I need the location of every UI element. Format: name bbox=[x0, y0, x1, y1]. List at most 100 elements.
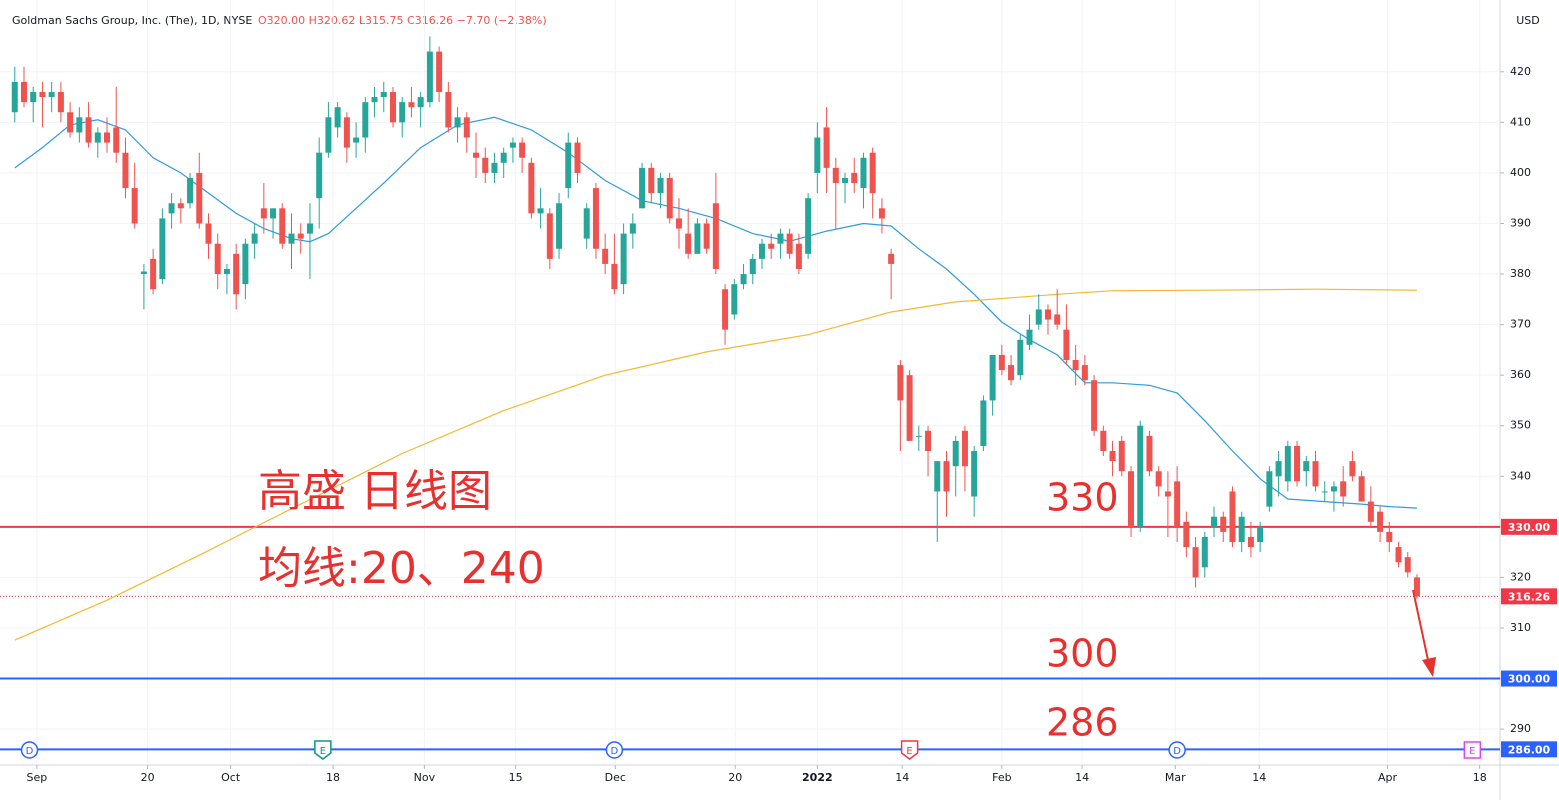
candle-body bbox=[860, 157, 867, 189]
price-tag bbox=[1501, 670, 1557, 687]
candle-body bbox=[777, 233, 784, 244]
price-tag bbox=[1501, 741, 1557, 758]
candle bbox=[94, 127, 101, 158]
candle bbox=[1349, 451, 1356, 482]
candle-body bbox=[546, 213, 553, 259]
candle bbox=[1063, 304, 1070, 366]
candle bbox=[463, 112, 470, 153]
candle bbox=[1137, 420, 1144, 532]
candle-body bbox=[694, 223, 701, 254]
candle-body bbox=[1284, 445, 1291, 482]
candle-body bbox=[334, 107, 341, 128]
candle-body bbox=[1349, 461, 1356, 477]
candle bbox=[1395, 542, 1402, 568]
candle-body bbox=[196, 172, 203, 224]
candle-body bbox=[648, 167, 655, 194]
candle-body bbox=[417, 97, 424, 108]
candle bbox=[574, 137, 581, 184]
candle bbox=[1312, 451, 1319, 492]
candle bbox=[1358, 471, 1365, 502]
candle-body bbox=[1109, 451, 1116, 462]
candle bbox=[177, 198, 184, 224]
candle bbox=[934, 461, 941, 543]
candle bbox=[639, 162, 646, 209]
event-label: E bbox=[1469, 746, 1475, 757]
event-label: D bbox=[1173, 746, 1181, 757]
candle-body bbox=[205, 223, 212, 244]
candle-body bbox=[1367, 501, 1374, 522]
candle-body bbox=[1026, 329, 1033, 345]
candle bbox=[1183, 511, 1190, 558]
candle bbox=[57, 81, 64, 123]
x-tick-label: 14 bbox=[895, 771, 909, 784]
candle-body bbox=[1312, 461, 1319, 487]
candle-body bbox=[288, 233, 295, 244]
candle bbox=[860, 152, 867, 209]
candle-body bbox=[223, 268, 230, 275]
candle bbox=[1054, 289, 1061, 330]
y-tick-label: 340 bbox=[1510, 469, 1531, 482]
candle-body bbox=[122, 152, 129, 189]
candle-body bbox=[832, 167, 839, 184]
y-tick-label: 370 bbox=[1510, 318, 1531, 331]
price-tag-label: 300.00 bbox=[1508, 673, 1551, 686]
candle bbox=[888, 248, 895, 300]
candle-body bbox=[565, 142, 572, 189]
candle bbox=[223, 263, 230, 295]
candle-body bbox=[888, 253, 895, 264]
candle bbox=[998, 344, 1005, 376]
candle-body bbox=[20, 81, 27, 103]
candle bbox=[519, 137, 526, 173]
candle-body bbox=[48, 92, 55, 98]
candle bbox=[1146, 430, 1153, 477]
candle bbox=[1229, 486, 1236, 548]
quote: O320.00 H320.62 L315.75 C316.26 −7.70 (−… bbox=[258, 14, 547, 27]
candle-body bbox=[233, 253, 240, 295]
candle bbox=[814, 122, 821, 194]
candle-body bbox=[731, 284, 738, 315]
candle-body bbox=[1035, 309, 1042, 325]
candle bbox=[758, 238, 765, 269]
x-tick-label: Mar bbox=[1165, 771, 1186, 784]
candle bbox=[1164, 471, 1171, 537]
candle-body bbox=[878, 208, 885, 219]
candle-body bbox=[989, 354, 996, 401]
candle-body bbox=[491, 162, 498, 173]
candle-body bbox=[537, 208, 544, 214]
candle bbox=[500, 147, 507, 178]
candle-body bbox=[1008, 365, 1015, 381]
candle-body bbox=[768, 243, 775, 249]
candle-body bbox=[67, 112, 74, 133]
x-tick-label: 20 bbox=[141, 771, 155, 784]
candle-body bbox=[952, 440, 959, 467]
candle bbox=[1386, 521, 1393, 553]
candle-body bbox=[1404, 557, 1411, 573]
x-tick-label: 20 bbox=[728, 771, 742, 784]
trend-arrow bbox=[1412, 589, 1436, 677]
candle bbox=[159, 208, 166, 285]
candle bbox=[1035, 294, 1042, 330]
candle-body bbox=[279, 208, 286, 244]
candle-body bbox=[1072, 360, 1079, 371]
candle-body bbox=[611, 263, 618, 290]
candle-body bbox=[1229, 491, 1236, 543]
candle-body bbox=[343, 117, 350, 148]
x-tick-label: 18 bbox=[1473, 771, 1487, 784]
candle-body bbox=[758, 243, 765, 259]
candle bbox=[48, 81, 55, 113]
candle-body bbox=[823, 127, 830, 168]
candle-body bbox=[1054, 314, 1061, 325]
candle bbox=[915, 425, 922, 452]
candle bbox=[592, 183, 599, 259]
candle-body bbox=[85, 117, 92, 143]
x-tick-label: Sep bbox=[27, 771, 48, 784]
candle-body bbox=[131, 188, 138, 224]
candle-body bbox=[426, 51, 433, 103]
candle bbox=[445, 81, 452, 133]
x-tick-label: 14 bbox=[1252, 771, 1266, 784]
event-label: E bbox=[320, 746, 326, 757]
candle-body bbox=[306, 223, 313, 234]
candle bbox=[749, 253, 756, 285]
candle bbox=[187, 172, 194, 209]
candle bbox=[731, 279, 738, 320]
